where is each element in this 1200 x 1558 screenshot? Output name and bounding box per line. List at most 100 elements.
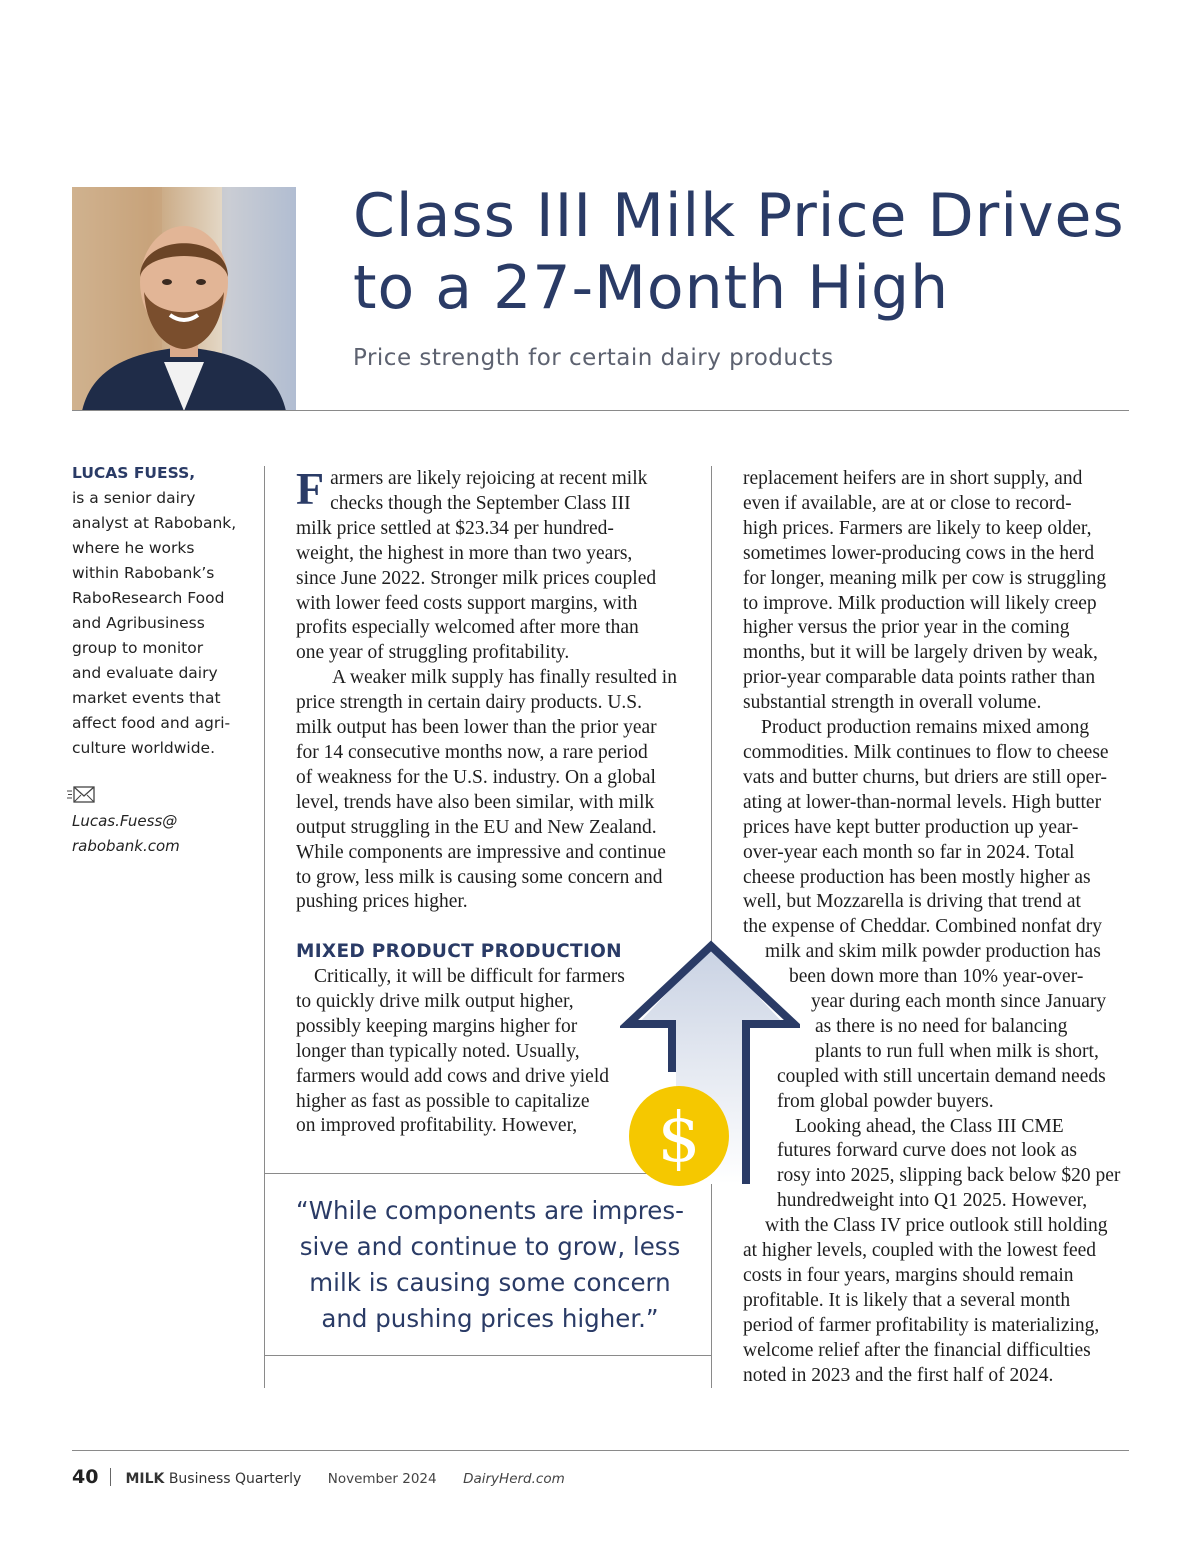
text-line: for longer, meaning milk per cow is stru…: [743, 567, 1107, 589]
bio-line: analyst at Rabobank,: [72, 514, 237, 532]
text-line: welcome relief after the financial diffi…: [743, 1339, 1091, 1361]
bio-line: affect food and agri-: [72, 714, 231, 732]
text-line: level, trends have also been similar, wi…: [296, 791, 655, 813]
text-line: costs in four years, margins should rema…: [743, 1265, 1074, 1286]
author-bio: LUCAS FUESS, is a senior dairy analyst a…: [72, 461, 252, 761]
text-line: rosy into 2025, slipping back below $20 …: [777, 1165, 1121, 1187]
article-title: Class III Milk Price Drives to a 27-Mont…: [353, 180, 1153, 324]
column-divider: [711, 466, 712, 1388]
text-line: of weakness for the U.S. industry. On a …: [296, 766, 656, 788]
dollar-symbol: $: [657, 1099, 700, 1178]
text-line: milk and skim milk powder production has: [765, 941, 1101, 963]
text-line: year during each month since January: [811, 991, 1107, 1013]
text-line: even if available, are at or close to re…: [743, 492, 1072, 514]
bio-line: within Rabobank’s: [72, 564, 215, 582]
text-line: been down more than 10% year-over-: [789, 966, 1084, 988]
drop-cap: F: [296, 463, 325, 514]
bio-line: group to monitor: [72, 639, 204, 657]
issue-date: November 2024: [327, 1471, 437, 1487]
magazine-name-bold: MILK: [125, 1471, 165, 1487]
text-line: pushing prices higher.: [296, 891, 468, 913]
text-line: checks though the September Class III: [330, 492, 631, 514]
text-line: output struggling in the EU and New Zeal…: [296, 816, 657, 838]
footer-separator: [110, 1468, 112, 1486]
text-line: high prices. Farmers are likely to keep …: [743, 517, 1092, 539]
text-line: on improved profitability. However,: [296, 1115, 578, 1137]
website-link[interactable]: DairyHerd.com: [463, 1471, 565, 1487]
text-line: Looking ahead, the Class III CME: [795, 1115, 1064, 1137]
text-line: for 14 consecutive months now, a rare pe…: [296, 741, 648, 763]
text-line: A weaker milk supply has finally resulte…: [332, 667, 677, 689]
text-line: well, but Mozzarella is driving that tre…: [743, 891, 1081, 913]
text-line: higher as fast as possible to capitalize: [296, 1090, 590, 1112]
email-line: Lucas.Fuess@: [72, 812, 178, 830]
text-line: vats and butter churns, but driers are s…: [743, 766, 1108, 788]
text-line: weight, the highest in more than two yea…: [296, 542, 633, 564]
pullquote-top-rule: [264, 1173, 711, 1174]
bio-line: where he works: [72, 539, 195, 557]
page-footer: 40 MILK Business Quarterly November 2024 …: [72, 1466, 565, 1488]
text-line: as there is no need for balancing: [815, 1015, 1068, 1037]
text-line: to quickly drive milk output higher,: [296, 990, 574, 1012]
text-line: replacement heifers are in short supply,…: [743, 468, 1083, 489]
text-line: to grow, less milk is causing some conce…: [296, 866, 663, 888]
email-icon[interactable]: [66, 785, 96, 805]
up-arrow-graphic: [620, 940, 800, 1184]
title-line: to a 27-Month High: [353, 253, 950, 323]
text-line: futures forward curve does not look as: [777, 1140, 1077, 1162]
dollar-coin-icon: $: [628, 1085, 730, 1187]
text-line: since June 2022. Stronger milk prices co…: [296, 567, 657, 589]
text-line: cheese production has been mostly higher…: [743, 866, 1091, 888]
text-line: profitable. It is likely that a several …: [743, 1289, 1071, 1311]
article-subtitle: Price strength for certain dairy product…: [353, 345, 834, 371]
paragraph: A weaker milk supply has finally resulte…: [296, 666, 696, 915]
author-name: LUCAS FUESS,: [72, 464, 196, 482]
arrow-outline: [620, 940, 800, 1184]
text-line: coupled with still uncertain demand need…: [777, 1065, 1106, 1087]
pullquote-line: milk is causing some concern: [309, 1268, 671, 1297]
text-line: armers are likely rejoicing at recent mi…: [330, 468, 648, 489]
text-line: possibly keeping margins higher for: [296, 1015, 578, 1037]
text-line: over-year each month so far in 2024. Tot…: [743, 841, 1075, 863]
column-divider: [264, 466, 265, 1388]
text-line: longer than typically noted. Usually,: [296, 1040, 580, 1062]
bio-line: RaboResearch Food: [72, 589, 225, 607]
text-line: milk price settled at $23.34 per hundred…: [296, 517, 614, 539]
text-line: Product production remains mixed among: [761, 717, 1090, 739]
text-line: the expense of Cheddar. Combined nonfat …: [743, 916, 1103, 938]
section-subhead: MIXED PRODUCT PRODUCTION: [296, 941, 622, 962]
text-line: substantial strength in overall volume.: [743, 692, 1042, 714]
text-line: period of farmer profitability is materi…: [743, 1314, 1100, 1336]
text-line: sometimes lower-producing cows in the he…: [743, 542, 1095, 564]
header-divider: [72, 410, 1129, 411]
arrow-shape: [638, 946, 784, 1184]
text-line: higher versus the prior year in the comi…: [743, 617, 1070, 639]
text-line: price strength in certain dairy products…: [296, 692, 643, 714]
text-line: profits especially welcomed after more t…: [296, 617, 639, 639]
text-line: with lower feed costs support margins, w…: [296, 592, 638, 614]
text-line: prices have kept butter production up ye…: [743, 816, 1079, 838]
text-line: noted in 2023 and the first half of 2024…: [743, 1364, 1054, 1386]
author-portrait-illustration: [72, 187, 296, 411]
bio-line: is a senior dairy: [72, 489, 196, 507]
text-line: Critically, it will be difficult for far…: [314, 966, 625, 987]
bio-line: culture worldwide.: [72, 739, 216, 757]
title-line: Class III Milk Price Drives: [353, 181, 1125, 251]
page-number: 40: [72, 1466, 99, 1488]
bio-line: and evaluate dairy: [72, 664, 218, 682]
text-line: milk output has been lower than the prio…: [296, 717, 657, 739]
footer-divider: [72, 1450, 1129, 1451]
author-photo: [72, 187, 296, 411]
text-line: one year of struggling profitability.: [296, 642, 570, 664]
text-line: with the Class IV price outlook still ho…: [765, 1215, 1108, 1237]
text-line: to improve. Milk production will likely …: [743, 592, 1097, 614]
text-line: farmers would add cows and drive yield: [296, 1065, 609, 1087]
body-column-1-continued: Critically, it will be difficult for far…: [296, 965, 636, 1139]
text-line: at higher levels, coupled with the lowes…: [743, 1240, 1097, 1262]
body-column-1: F armers are likely rejoicing at recent …: [296, 463, 696, 915]
pullquote-line: “While components are impres-: [296, 1196, 684, 1225]
author-email-link[interactable]: Lucas.Fuess@ rabobank.com: [72, 809, 252, 859]
text-line: commodities. Milk continues to flow to c…: [743, 741, 1109, 763]
pullquote-bottom-rule: [264, 1355, 711, 1356]
text-line: ating at lower-than-normal levels. High …: [743, 791, 1102, 813]
